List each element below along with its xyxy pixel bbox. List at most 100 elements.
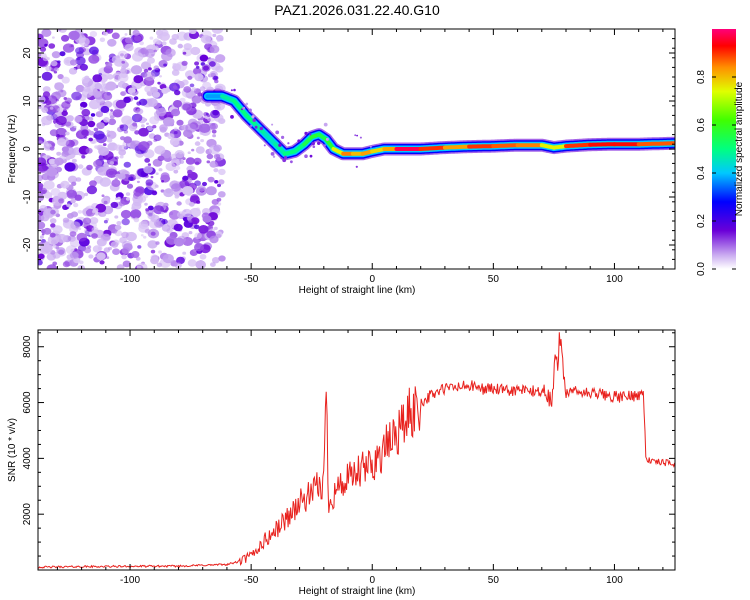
spectrogram-x-label: Height of straight line (km) xyxy=(299,285,416,296)
noise-blob xyxy=(175,165,181,171)
ridge-speckle xyxy=(287,142,290,145)
ridge-speckle xyxy=(248,108,252,112)
noise-blob xyxy=(199,54,209,62)
noise-blob xyxy=(52,225,63,234)
noise-blob xyxy=(196,200,201,204)
ridge-speckle xyxy=(252,118,256,122)
noise-blob xyxy=(136,180,140,184)
noise-blob xyxy=(174,89,181,96)
noise-blob xyxy=(51,239,57,245)
noise-blob xyxy=(125,197,131,201)
ridge-core-segment xyxy=(273,142,287,156)
noise-blob xyxy=(183,86,192,93)
noise-blob xyxy=(167,133,175,140)
noise-blob xyxy=(53,67,60,72)
noise-blob xyxy=(195,207,200,211)
noise-blob xyxy=(90,113,96,117)
noise-blob xyxy=(120,209,132,219)
noise-blob xyxy=(62,261,71,268)
noise-blob xyxy=(38,157,47,167)
noise-blob xyxy=(41,189,46,194)
noise-blob xyxy=(141,124,145,128)
ridge-speckle xyxy=(304,154,308,158)
noise-blob xyxy=(147,240,158,249)
noise-blob xyxy=(195,260,206,269)
noise-blob xyxy=(54,82,64,91)
y-tick-label: 10 xyxy=(22,95,33,107)
noise-blob xyxy=(148,67,152,71)
noise-blob xyxy=(75,84,85,93)
noise-blob xyxy=(218,118,226,124)
noise-blob xyxy=(150,175,154,179)
noise-blob xyxy=(191,148,195,152)
noise-blob xyxy=(105,29,111,33)
noise-blob xyxy=(124,97,128,100)
noise-blob xyxy=(52,261,58,266)
noise-blob xyxy=(61,101,71,109)
noise-blob xyxy=(88,99,101,110)
x-tick-label: -100 xyxy=(120,575,140,586)
noise-blob xyxy=(121,218,130,226)
noise-blob xyxy=(187,169,193,175)
noise-blob xyxy=(173,169,179,174)
noise-blob xyxy=(205,112,209,116)
noise-blob xyxy=(169,211,174,216)
noise-blob xyxy=(96,122,105,130)
noise-blob xyxy=(69,238,81,248)
noise-blob xyxy=(193,157,202,165)
noise-blob xyxy=(99,177,112,187)
y-tick-label: -20 xyxy=(22,237,33,252)
noise-blob xyxy=(101,194,105,197)
noise-blob xyxy=(150,231,156,236)
noise-blob xyxy=(109,115,115,119)
noise-blob xyxy=(46,252,56,261)
noise-blob xyxy=(133,75,144,84)
noise-blob xyxy=(110,241,119,248)
noise-blob xyxy=(161,180,165,183)
snr-x-label: Height of straight line (km) xyxy=(299,586,416,597)
noise-blob xyxy=(43,191,53,199)
noise-blob xyxy=(144,228,151,234)
noise-blob xyxy=(143,165,153,174)
noise-blob xyxy=(185,70,196,79)
noise-blob xyxy=(210,262,216,267)
ridge-speckle xyxy=(354,134,357,137)
noise-blob xyxy=(214,180,219,184)
noise-blob xyxy=(182,51,187,55)
noise-blob xyxy=(41,29,52,37)
ridge-speckle xyxy=(359,136,362,139)
ridge-speckle xyxy=(281,135,285,139)
noise-blob xyxy=(73,125,77,129)
ridge-core-segment xyxy=(588,142,617,147)
ridge-speckle xyxy=(245,102,249,106)
noise-blob xyxy=(100,212,107,217)
noise-blob xyxy=(182,175,189,181)
noise-blob xyxy=(40,244,52,255)
noise-blob xyxy=(50,226,54,230)
noise-blob xyxy=(87,120,96,128)
noise-blob xyxy=(218,168,226,176)
colorbar-tick-label: 0.6 xyxy=(696,118,707,132)
noise-blob xyxy=(194,73,204,82)
noise-blob xyxy=(123,161,131,168)
noise-blob xyxy=(56,233,68,243)
noise-blob xyxy=(170,108,181,117)
noise-blob xyxy=(144,71,156,81)
noise-blob xyxy=(66,115,74,122)
ridge-speckle xyxy=(304,131,308,135)
ridge-core-segment xyxy=(564,142,593,149)
noise-blob xyxy=(103,117,110,123)
noise-blob xyxy=(153,65,160,70)
noise-blob xyxy=(121,60,125,64)
noise-blob xyxy=(70,198,76,204)
noise-blob xyxy=(145,179,154,186)
noise-blob xyxy=(55,115,67,126)
noise-blob xyxy=(212,257,220,264)
noise-blob xyxy=(38,174,44,182)
noise-blob xyxy=(103,247,111,253)
noise-blob xyxy=(163,117,175,127)
noise-blob xyxy=(122,260,131,268)
ridge-speckle xyxy=(250,124,253,127)
noise-blob xyxy=(44,43,48,47)
noise-blob xyxy=(171,183,181,192)
